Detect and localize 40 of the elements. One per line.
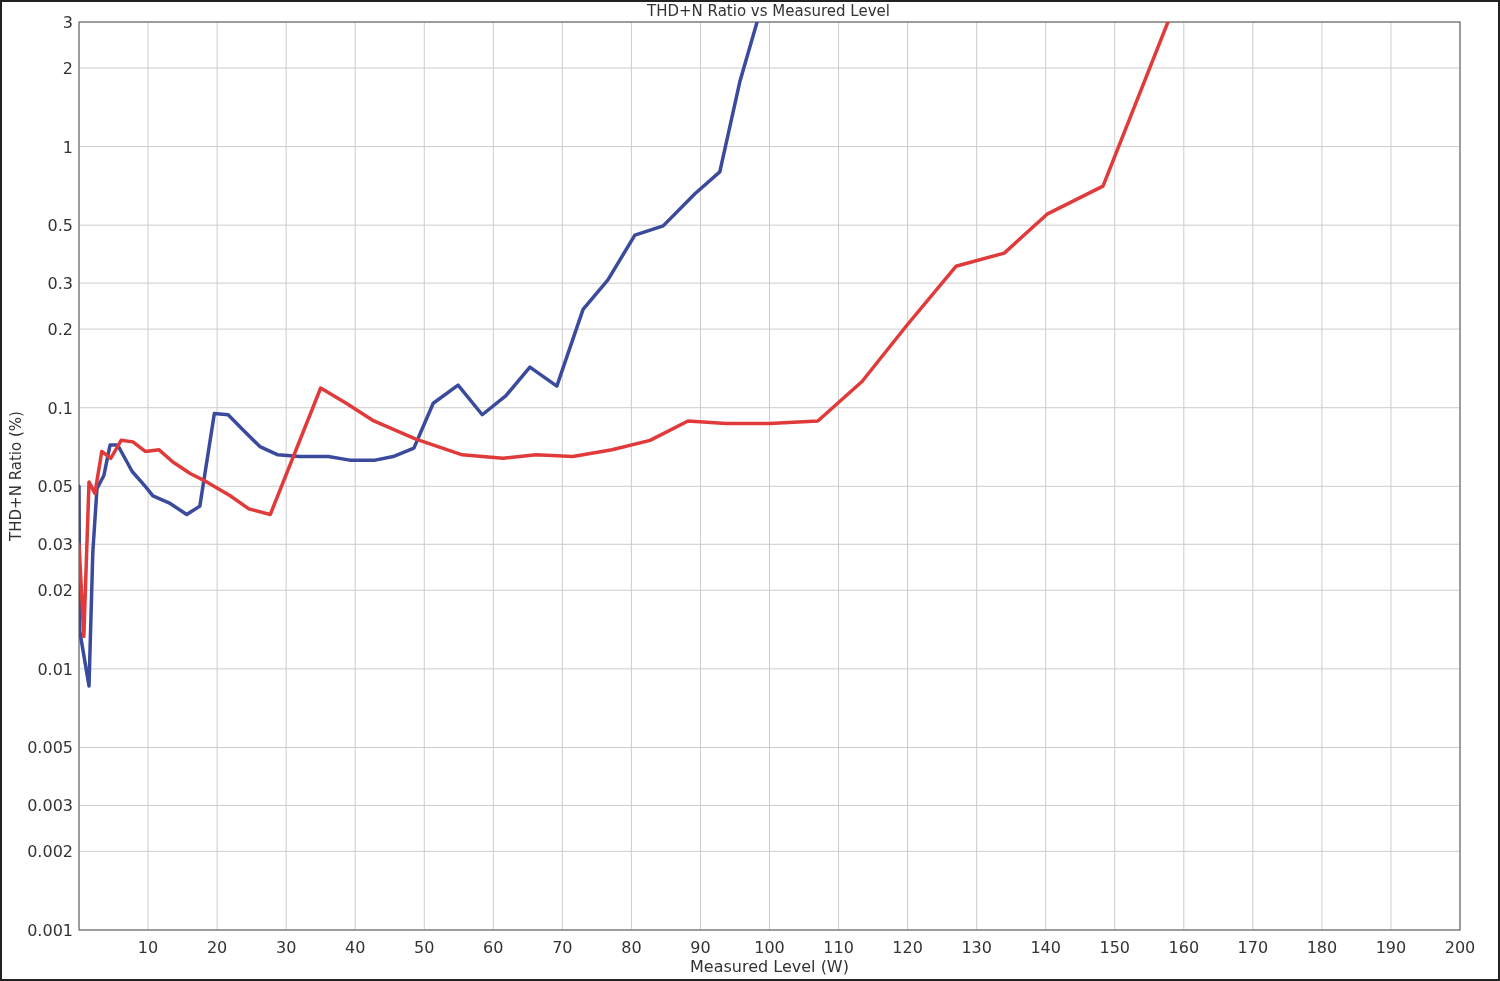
x-tick-label: 180 (1306, 938, 1338, 957)
y-tick-label: 0.05 (37, 477, 73, 497)
line-series (79, 22, 1170, 639)
y-tick-label: 1 (62, 137, 73, 157)
x-tick-label: 170 (1237, 938, 1269, 957)
y-axis-title: THD+N Ratio (%) (7, 411, 25, 542)
x-tick-label: 140 (1030, 938, 1061, 957)
chart-title: THD+N Ratio vs Measured Level (646, 2, 890, 20)
x-tick-label: 200 (1444, 938, 1476, 957)
y-tick-label: 0.5 (47, 216, 73, 236)
x-tick-label: 40 (345, 938, 366, 957)
y-tick-label: 0.005 (27, 738, 73, 758)
line-series (79, 22, 759, 688)
x-tick-label: 150 (1099, 938, 1131, 957)
x-tick-label: 70 (552, 938, 573, 957)
x-tick-label: 30 (275, 938, 297, 957)
y-tick-label: 0.002 (27, 842, 73, 862)
y-tick-label: 3 (62, 13, 73, 32)
y-tick-label: 0.1 (47, 398, 73, 418)
y-tick-label: 0.2 (47, 320, 73, 340)
y-tick-label: 0.003 (27, 796, 73, 816)
y-tick-label: 2 (62, 58, 73, 78)
y-tick-label: 0.02 (37, 581, 73, 601)
x-tick-label: 100 (754, 938, 785, 957)
x-tick-label: 20 (206, 938, 228, 957)
x-axis-title: Measured Level (W) (690, 957, 849, 976)
y-tick-label: 0.3 (47, 274, 73, 294)
x-tick-label: 110 (823, 938, 854, 957)
x-tick-label: 160 (1168, 938, 1200, 957)
x-tick-label: 130 (961, 938, 992, 957)
y-tick-label: 0.001 (27, 921, 73, 940)
x-tick-label: 80 (621, 938, 642, 957)
y-tick-label: 0.03 (37, 535, 73, 555)
x-tick-label: 60 (483, 938, 504, 957)
x-tick-label: 50 (414, 938, 435, 957)
y-tick-label: 0.01 (37, 659, 73, 679)
x-tick-label: 190 (1375, 938, 1407, 957)
x-tick-label: 10 (137, 938, 159, 957)
x-tick-label: 120 (892, 938, 923, 957)
x-tick-label: 90 (690, 938, 711, 957)
